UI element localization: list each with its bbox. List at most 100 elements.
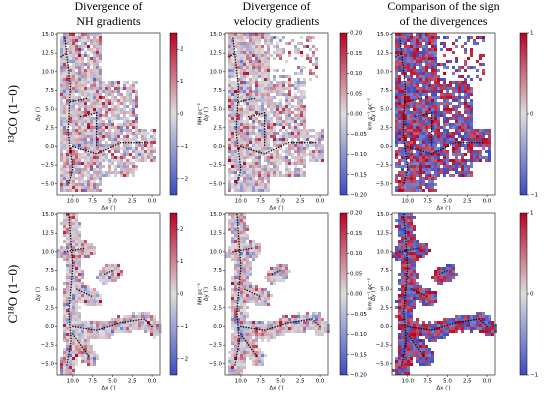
map-cell: [288, 330, 291, 333]
map-cell: [395, 255, 398, 258]
map-cell: [470, 78, 473, 81]
map-cell: [90, 96, 93, 99]
map-cell: [270, 174, 273, 177]
map-cell: [84, 342, 87, 345]
map-cell: [99, 93, 102, 96]
map-cell: [413, 171, 416, 174]
map-cell: [425, 174, 428, 177]
map-cell: [75, 189, 78, 192]
map-cell: [422, 111, 425, 114]
map-cell: [413, 258, 416, 261]
map-cell: [288, 93, 291, 96]
map-cell: [276, 150, 279, 153]
map-cell: [303, 171, 306, 174]
map-cell: [228, 177, 231, 180]
map-cell: [69, 54, 72, 57]
map-cell: [237, 66, 240, 69]
heatmap-panel: [60, 33, 156, 192]
map-cell: [63, 300, 66, 303]
map-cell: [312, 72, 315, 75]
map-cell: [231, 138, 234, 141]
map-cell: [464, 105, 467, 108]
map-cell: [144, 330, 147, 333]
map-cell: [264, 183, 267, 186]
map-cell: [452, 132, 455, 135]
map-cell: [458, 105, 461, 108]
map-cell: [291, 174, 294, 177]
map-cell: [111, 93, 114, 96]
map-cell: [288, 111, 291, 114]
map-cell: [126, 324, 129, 327]
map-cell: [252, 288, 255, 291]
map-cell: [446, 168, 449, 171]
map-cell: [237, 357, 240, 360]
map-cell: [401, 93, 404, 96]
map-cell: [132, 165, 135, 168]
map-cell: [63, 219, 66, 222]
map-cell: [273, 96, 276, 99]
map-cell: [431, 33, 434, 36]
y-tick-label: 5.0: [45, 107, 54, 113]
map-cell: [437, 171, 440, 174]
y-tick-label: 7.5: [213, 88, 222, 94]
map-cell: [147, 327, 150, 330]
map-cell: [231, 81, 234, 84]
map-cell: [446, 156, 449, 159]
map-cell: [425, 138, 428, 141]
map-cell: [282, 138, 285, 141]
map-cell: [63, 225, 66, 228]
map-cell: [153, 330, 156, 333]
map-cell: [446, 264, 449, 267]
map-cell: [258, 51, 261, 54]
map-cell: [434, 84, 437, 87]
map-cell: [234, 351, 237, 354]
map-cell: [264, 39, 267, 42]
map-cell: [258, 87, 261, 90]
map-cell: [449, 48, 452, 51]
map-cell: [419, 54, 422, 57]
map-cell: [108, 327, 111, 330]
map-cell: [255, 183, 258, 186]
map-cell: [81, 354, 84, 357]
map-cell: [72, 105, 75, 108]
map-cell: [63, 315, 66, 318]
map-cell: [66, 315, 69, 318]
map-cell: [93, 36, 96, 39]
map-cell: [258, 291, 261, 294]
map-cell: [318, 144, 321, 147]
map-cell: [306, 321, 309, 324]
map-cell: [458, 117, 461, 120]
map-cell: [425, 39, 428, 42]
map-cell: [255, 75, 258, 78]
map-cell: [255, 39, 258, 42]
map-cell: [150, 129, 153, 132]
map-cell: [234, 243, 237, 246]
map-cell: [458, 165, 461, 168]
y-tick-label: −2.5: [376, 163, 390, 169]
map-cell: [60, 138, 63, 141]
map-cell: [267, 339, 270, 342]
map-cell: [416, 69, 419, 72]
map-cell: [90, 357, 93, 360]
map-cell: [282, 111, 285, 114]
map-cell: [431, 147, 434, 150]
map-cell: [446, 93, 449, 96]
map-cell: [246, 36, 249, 39]
map-cell: [228, 45, 231, 48]
map-cell: [321, 153, 324, 156]
x-axis-label: Δx (′): [101, 206, 115, 212]
map-cell: [422, 36, 425, 39]
map-cell: [267, 153, 270, 156]
map-cell: [443, 129, 446, 132]
map-cell: [243, 237, 246, 240]
map-cell: [234, 327, 237, 330]
map-cell: [78, 312, 81, 315]
map-cell: [264, 78, 267, 81]
map-cell: [75, 330, 78, 333]
map-cell: [276, 138, 279, 141]
map-cell: [297, 96, 300, 99]
map-cell: [261, 123, 264, 126]
map-cell: [81, 57, 84, 60]
map-cell: [93, 303, 96, 306]
map-cell: [252, 102, 255, 105]
